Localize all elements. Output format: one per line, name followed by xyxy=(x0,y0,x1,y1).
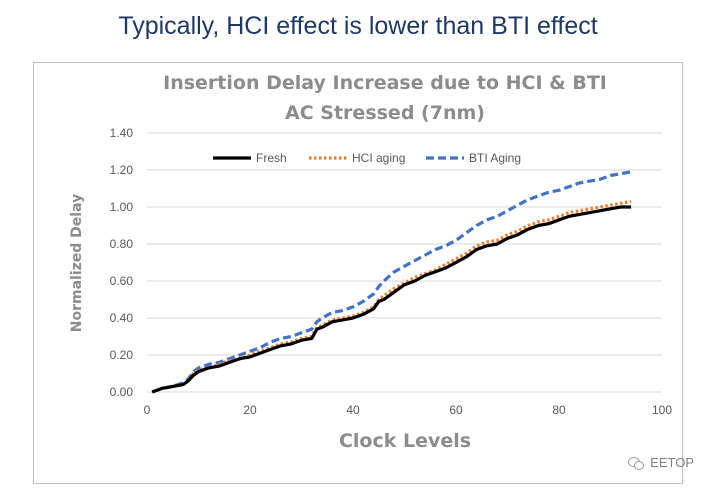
x-tick-label: 80 xyxy=(552,403,566,417)
series-line-fresh xyxy=(151,205,632,394)
x-tick-label: 20 xyxy=(243,403,257,417)
x-tick-label: 100 xyxy=(652,403,672,417)
legend-label: HCI aging xyxy=(352,151,405,165)
slide-headline: Typically, HCI effect is lower than BTI … xyxy=(118,12,598,40)
grid-lines xyxy=(147,132,662,393)
watermark: EETOP xyxy=(628,455,694,470)
y-tick-label: 0.40 xyxy=(110,311,134,325)
y-tick-label: 0.60 xyxy=(110,274,134,288)
legend: Fresh HCI aging BTI Aging xyxy=(213,151,521,165)
chart-title-line-1: Insertion Delay Increase due to HCI & BT… xyxy=(163,72,607,94)
x-axis-label: Clock Levels xyxy=(339,430,471,452)
wechat-icon xyxy=(628,456,645,470)
watermark-text: EETOP xyxy=(650,455,694,470)
y-tick-label: 1.00 xyxy=(110,200,134,214)
series-lines xyxy=(151,170,632,394)
series-line-hci-aging xyxy=(151,199,632,394)
x-tick-labels: 0 20 40 60 80 100 xyxy=(144,403,673,417)
legend-label: BTI Aging xyxy=(469,151,521,165)
x-tick-label: 60 xyxy=(449,403,463,417)
legend-label: Fresh xyxy=(256,151,287,165)
x-tick-label: 0 xyxy=(144,403,151,417)
series-line-bti-aging xyxy=(151,170,632,394)
y-tick-label: 0.80 xyxy=(110,237,134,251)
y-tick-label: 1.20 xyxy=(110,163,134,177)
y-tick-label: 0.00 xyxy=(110,385,134,399)
y-tick-label: 1.40 xyxy=(110,126,134,140)
x-tick-label: 40 xyxy=(346,403,360,417)
y-tick-labels: 0.00 0.20 0.40 0.60 0.80 1.00 1.20 1.40 xyxy=(110,126,134,399)
y-tick-label: 0.20 xyxy=(110,348,134,362)
chart-title-line-2: AC Stressed (7nm) xyxy=(285,102,485,124)
y-axis-label: Normalized Delay xyxy=(69,194,85,332)
chart-frame xyxy=(33,62,683,484)
